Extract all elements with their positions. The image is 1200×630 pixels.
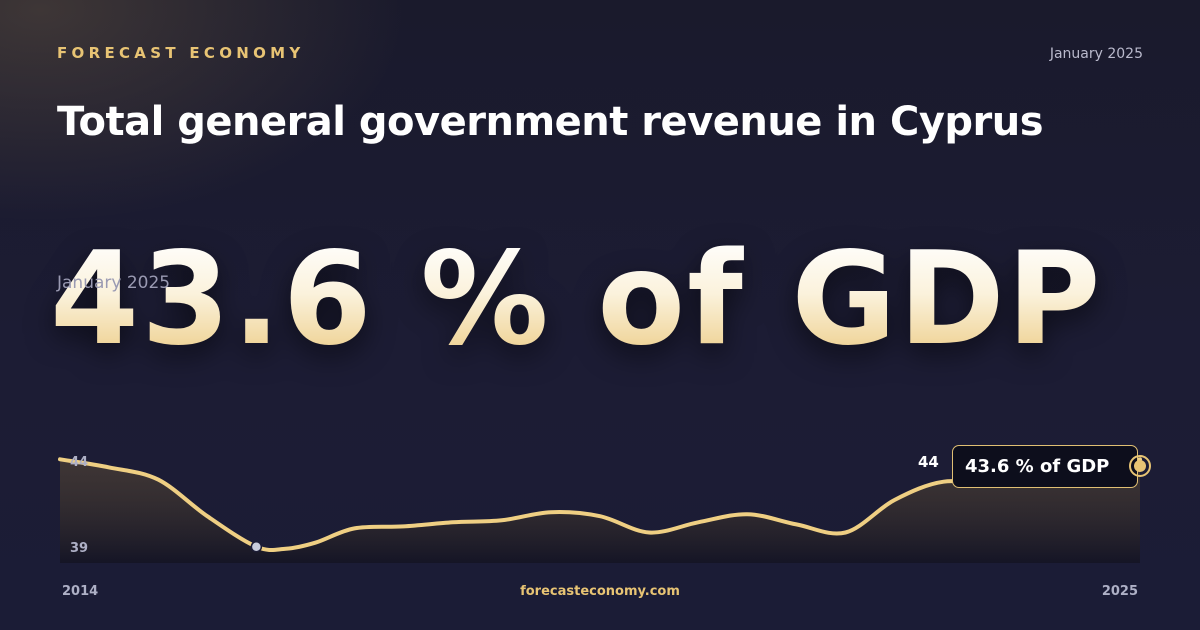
footer-site-link[interactable]: forecasteconomy.com: [520, 584, 680, 599]
page-title: Total general government revenue in Cypr…: [57, 99, 1044, 145]
brand-label: FORECAST ECONOMY: [57, 44, 305, 62]
latest-value-badge: 43.6 % of GDP: [952, 445, 1138, 488]
header-date: January 2025: [1049, 46, 1143, 62]
min-point-marker: [250, 540, 263, 553]
headline-date: January 2025: [57, 273, 171, 293]
latest-value-text: 43.6 % of GDP: [965, 456, 1110, 477]
x-axis-start-label: 2014: [62, 584, 99, 599]
latest-side-label: 44: [918, 453, 939, 471]
x-axis-end-label: 2025: [1101, 584, 1138, 599]
y-tick-label-bottom: 39: [70, 541, 88, 556]
headline-value: 43.6 % of GDP: [50, 225, 1103, 374]
y-tick-label-top: 44: [70, 455, 88, 470]
